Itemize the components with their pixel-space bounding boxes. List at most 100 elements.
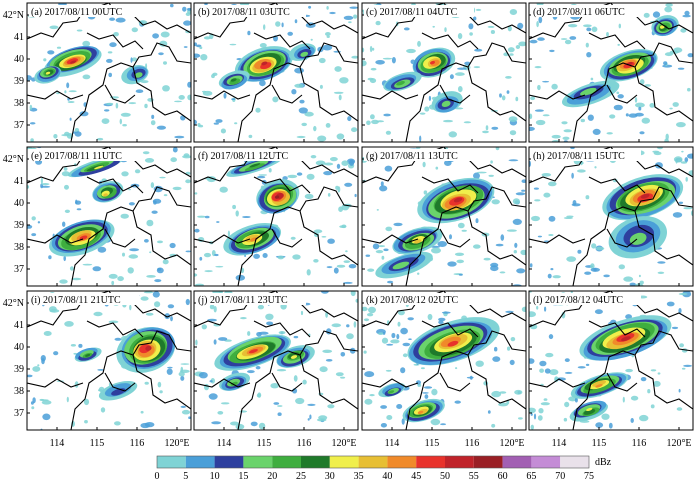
map-background — [194, 147, 358, 286]
colorbar-segment — [387, 456, 417, 468]
colorbar-segment — [502, 456, 532, 468]
latitude-label: 37 — [14, 120, 24, 131]
panel-label: (i) 2017/08/11 21UTC — [31, 295, 121, 306]
colorbar-tick-label: 15 — [238, 471, 248, 482]
panel-frame — [361, 2, 527, 143]
latitude-label: 39 — [14, 76, 24, 87]
radar-echo-field — [529, 291, 693, 430]
colorbar-tick-label: 45 — [411, 471, 421, 482]
panel-label: (e) 2017/08/11 11UTC — [31, 151, 122, 162]
latitude-label: 38 — [14, 98, 24, 109]
panel-frame — [26, 290, 192, 431]
map-panel-j: (j) 2017/08/11 23UTC — [193, 290, 359, 431]
radar-echo-field — [27, 3, 191, 142]
province-boundaries — [27, 291, 191, 430]
colorbar-tick-label: 0 — [155, 471, 160, 482]
panel-label-background — [364, 5, 474, 17]
map-panel-a: (a) 2017/08/11 00UTC — [26, 2, 192, 143]
latitude-label: 38 — [14, 242, 24, 253]
longitude-label: 120°E — [164, 438, 189, 449]
panel-frame — [193, 290, 359, 431]
panel-label: (f) 2017/08/11 12UTC — [198, 151, 289, 162]
latitude-label: 42°N — [3, 298, 24, 309]
colorbar-segment — [214, 456, 244, 468]
colorbar-tick-label: 65 — [526, 471, 536, 482]
longitude-label: 116 — [130, 438, 145, 449]
longitude-label: 120°E — [331, 438, 356, 449]
latitude-label: 40 — [14, 54, 24, 65]
map-panel-e: (e) 2017/08/11 11UTC — [26, 146, 192, 287]
latitude-label: 37 — [14, 408, 24, 419]
colorbar-unit: dBz — [595, 457, 612, 468]
panel-label-background — [29, 149, 139, 161]
map-panel-k: (k) 2017/08/12 02UTC — [361, 290, 527, 431]
colorbar-tick-label: 70 — [555, 471, 565, 482]
longitude-label: 116 — [465, 438, 480, 449]
longitude-label: 115 — [257, 438, 272, 449]
colorbar-tick-label: 25 — [296, 471, 306, 482]
colorbar-tick-label: 35 — [354, 471, 364, 482]
map-panel-h: (h) 2017/08/11 15UTC — [528, 146, 694, 287]
latitude-label: 41 — [14, 176, 24, 187]
province-boundaries — [194, 291, 358, 430]
panel-frame — [26, 2, 192, 143]
colorbar-tick-label: 60 — [498, 471, 508, 482]
province-boundaries — [362, 291, 526, 430]
colorbar-segment — [531, 456, 561, 468]
longitude-label: 116 — [297, 438, 312, 449]
colorbar-tick-label: 30 — [325, 471, 335, 482]
longitude-label: 115 — [592, 438, 607, 449]
longitude-label: 114 — [50, 438, 65, 449]
colorbar-segment — [473, 456, 503, 468]
colorbar-tick-label: 5 — [183, 471, 188, 482]
panel-label: (h) 2017/08/11 15UTC — [533, 151, 625, 162]
map-panel-f: (f) 2017/08/11 12UTC — [193, 146, 359, 287]
radar-echo-field — [362, 292, 526, 428]
panel-label-background — [196, 293, 306, 305]
colorbar-segment — [560, 456, 589, 468]
latitude-label: 37 — [14, 264, 24, 275]
latitude-label: 42°N — [3, 154, 24, 165]
panel-label-background — [29, 5, 139, 17]
colorbar-tick-label: 55 — [469, 471, 479, 482]
longitude-label: 116 — [632, 438, 647, 449]
panel-label-background — [531, 149, 641, 161]
colorbar-segment — [157, 456, 186, 468]
panel-frame — [528, 2, 694, 143]
latitude-label: 40 — [14, 198, 24, 209]
latitude-label: 41 — [14, 320, 24, 331]
longitude-label: 114 — [217, 438, 232, 449]
province-boundaries — [194, 3, 358, 142]
colorbar-tick-label: 10 — [210, 471, 220, 482]
latitude-labels: 42°N 41 40 39 38 37 42°N 41 40 39 38 37 42°N 41 40 39 38… — [3, 10, 24, 419]
colorbar-segment — [243, 456, 273, 468]
panel-frame — [26, 146, 192, 287]
panel-label: (g) 2017/08/11 13UTC — [366, 151, 458, 162]
map-panel-l: (l) 2017/08/12 04UTC — [528, 290, 694, 431]
colorbar-segment — [272, 456, 301, 468]
colorbar-tick-label: 20 — [267, 471, 277, 482]
longitude-label: 114 — [385, 438, 400, 449]
panel-label-background — [531, 293, 641, 305]
panel-label: (c) 2017/08/11 04UTC — [366, 7, 458, 18]
panel-frame — [193, 2, 359, 143]
panel-frame — [361, 146, 527, 287]
panel-frame — [528, 290, 694, 431]
panel-label: (k) 2017/08/12 02UTC — [366, 295, 459, 306]
panel-frame — [528, 146, 694, 287]
map-background — [529, 291, 693, 430]
latitude-label: 40 — [14, 342, 24, 353]
latitude-label: 41 — [14, 32, 24, 43]
map-panel-d: (d) 2017/08/11 06UTC — [528, 2, 694, 143]
panel-label-background — [196, 5, 306, 17]
panel-label: (j) 2017/08/11 23UTC — [198, 295, 288, 306]
colorbar-segment — [416, 456, 445, 468]
latitude-label: 39 — [14, 364, 24, 375]
panel-frame — [361, 290, 527, 431]
map-panel-i: (i) 2017/08/11 21UTC — [26, 290, 192, 431]
panel-label-background — [364, 293, 474, 305]
province-boundaries — [362, 147, 526, 286]
colorbar-tick-label: 40 — [382, 471, 392, 482]
panel-label: (a) 2017/08/11 00UTC — [31, 7, 123, 18]
longitude-label: 120°E — [499, 438, 524, 449]
